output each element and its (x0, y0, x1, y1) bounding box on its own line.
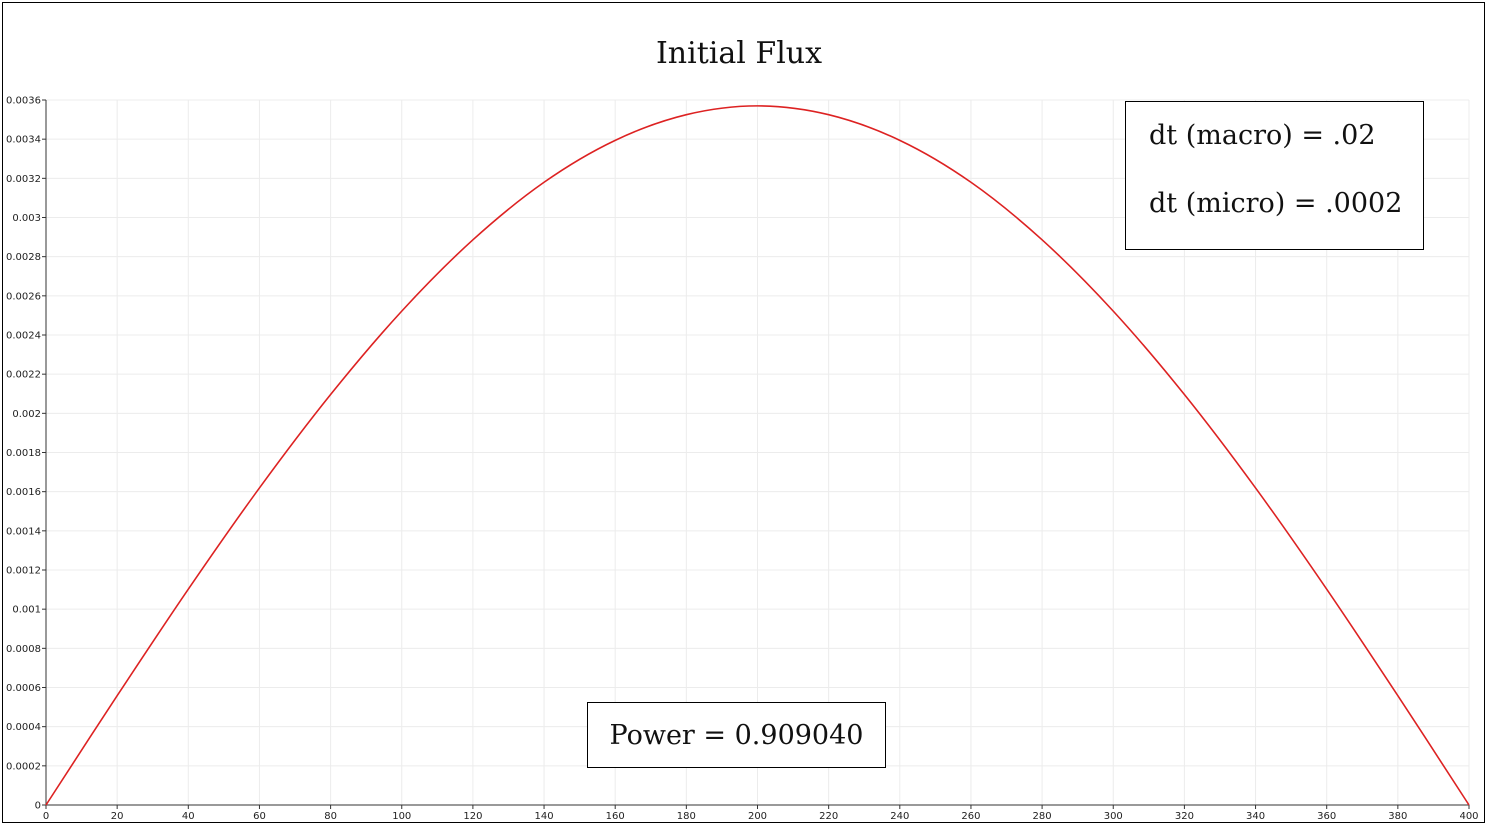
y-tick-label: 0.0034 (6, 135, 41, 146)
flux-data-point (401, 310, 403, 312)
x-tick-label: 180 (677, 811, 696, 822)
x-tick-label: 380 (1388, 811, 1407, 822)
x-tick-label: 60 (253, 811, 266, 822)
y-tick-label: 0.002 (12, 409, 41, 420)
tick-labels: 0 20 40 60 80 100 120 140 160 180 200 220 240 260 280 3… (6, 96, 1479, 823)
y-tick-label: 0.0004 (6, 722, 41, 733)
flux-data-point (1326, 588, 1328, 590)
y-tick-label: 0.0006 (6, 683, 41, 694)
flux-data-point (757, 105, 759, 107)
x-tick-label: 200 (748, 811, 767, 822)
x-tick-label: 400 (1459, 811, 1478, 822)
y-tick-label: 0.0026 (6, 291, 41, 302)
dt-micro-label: dt (micro) = .0002 (1149, 188, 1403, 219)
x-tick-label: 120 (463, 811, 482, 822)
flux-data-point (828, 114, 830, 116)
dt-macro-label: dt (macro) = .02 (1149, 120, 1376, 151)
x-tick-label: 240 (890, 811, 909, 822)
axes (42, 99, 1470, 809)
y-tick-label: 0.001 (12, 605, 41, 616)
y-tick-label: 0.0024 (6, 331, 41, 342)
flux-data-point (1397, 695, 1399, 697)
y-tick-label: 0.0036 (6, 96, 41, 107)
flux-data-point (1184, 394, 1186, 396)
x-tick-label: 280 (1033, 811, 1052, 822)
x-tick-label: 100 (392, 811, 411, 822)
y-tick-label: 0.0012 (6, 566, 41, 577)
x-tick-label: 340 (1246, 811, 1265, 822)
y-tick-label: 0 (35, 801, 41, 812)
x-tick-label: 20 (111, 811, 124, 822)
flux-data-point (45, 804, 47, 806)
x-tick-label: 260 (961, 811, 980, 822)
flux-data-point (472, 239, 474, 241)
timestep-annotation-box: dt (macro) = .02 dt (micro) = .0002 (1125, 101, 1424, 250)
flux-data-point (188, 588, 190, 590)
flux-data-point (1112, 310, 1114, 312)
y-tick-label: 0.0028 (6, 252, 41, 263)
y-tick-label: 0.0032 (6, 174, 41, 185)
y-tick-label: 0.003 (12, 213, 41, 224)
y-tick-label: 0.0002 (6, 761, 41, 772)
y-tick-label: 0.0016 (6, 487, 41, 498)
x-tick-label: 220 (819, 811, 838, 822)
flux-data-point (116, 695, 118, 697)
y-tick-label: 0.0008 (6, 644, 41, 655)
x-tick-label: 160 (606, 811, 625, 822)
x-tick-label: 40 (182, 811, 195, 822)
power-label: Power = 0.909040 (609, 720, 864, 751)
x-tick-label: 0 (43, 811, 49, 822)
flux-data-point (543, 181, 545, 183)
y-tick-label: 0.0018 (6, 448, 41, 459)
flux-data-point (970, 181, 972, 183)
x-tick-label: 320 (1175, 811, 1194, 822)
flux-data-point (899, 140, 901, 142)
x-tick-label: 360 (1317, 811, 1336, 822)
series-layer (45, 105, 1470, 806)
chart-title: Initial Flux (655, 36, 823, 71)
power-annotation-box: Power = 0.909040 (587, 702, 886, 768)
flux-data-point (1468, 804, 1470, 806)
x-tick-label: 300 (1104, 811, 1123, 822)
flux-data-point (330, 394, 332, 396)
flux-data-point (259, 487, 261, 489)
x-tick-label: 80 (324, 811, 337, 822)
y-tick-label: 0.0014 (6, 526, 41, 537)
flux-data-point (614, 140, 616, 142)
flux-data-point (1255, 487, 1257, 489)
y-tick-label: 0.0022 (6, 370, 41, 381)
flux-series-line (45, 105, 1470, 806)
flux-data-point (686, 114, 688, 116)
x-tick-label: 140 (535, 811, 554, 822)
flux-data-point (1041, 239, 1043, 241)
